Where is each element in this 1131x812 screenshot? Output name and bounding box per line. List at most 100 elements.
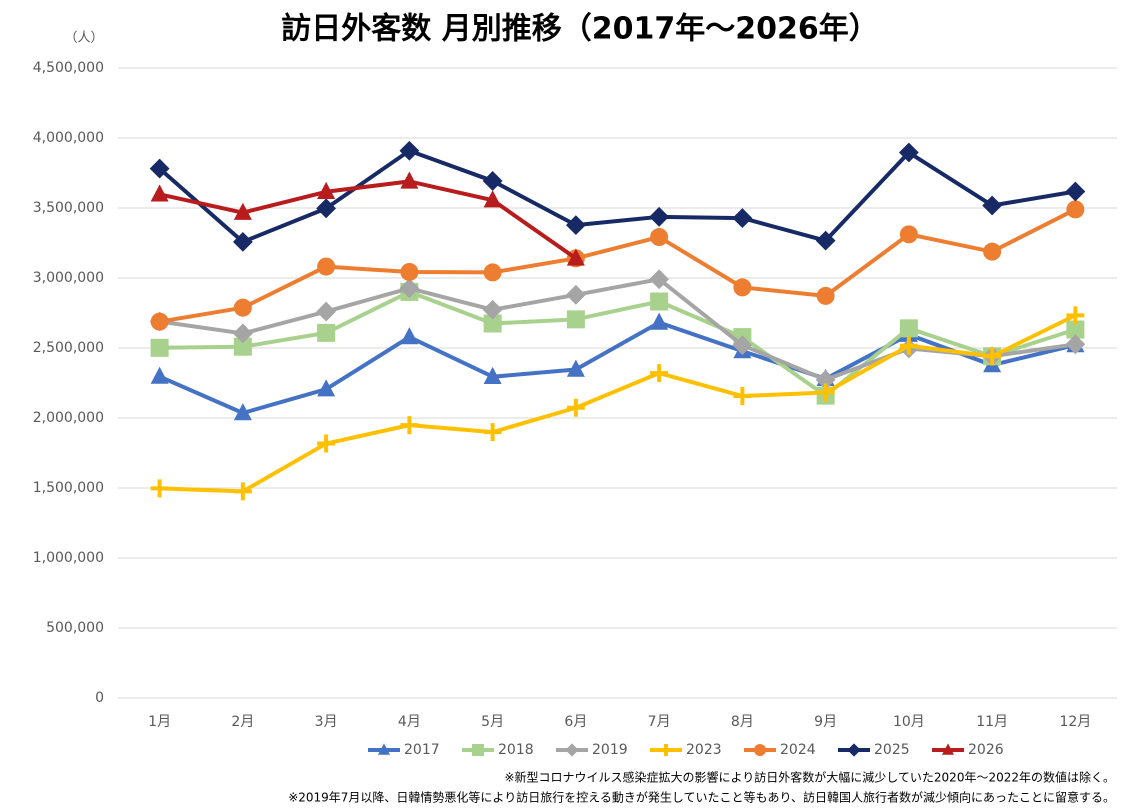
marker: [899, 336, 918, 355]
marker: [1066, 200, 1085, 219]
legend-label: 2026: [968, 742, 1004, 758]
marker: [150, 479, 169, 498]
series-line: [158, 148, 1076, 244]
legend-label: 2023: [686, 742, 722, 758]
marker: [1066, 306, 1085, 325]
marker: [233, 482, 252, 501]
marker: [400, 262, 419, 281]
marker: [816, 383, 835, 402]
y-tick-label: 4,500,000: [33, 60, 104, 76]
marker: [732, 208, 753, 228]
marker: [483, 263, 502, 282]
x-tick-label: 11月: [976, 714, 1008, 730]
marker: [150, 184, 169, 202]
marker: [233, 298, 252, 317]
y-unit: （人）: [64, 31, 103, 46]
series-line: [159, 313, 1077, 494]
marker: [732, 335, 753, 356]
marker: [400, 327, 419, 345]
marker: [150, 366, 169, 384]
marker: [650, 228, 669, 247]
marker: [566, 359, 585, 377]
marker: [483, 423, 502, 442]
marker: [317, 257, 336, 276]
marker: [733, 387, 752, 406]
legend-label: 2025: [874, 742, 910, 758]
marker: [317, 434, 336, 453]
marker: [816, 286, 835, 305]
marker: [400, 416, 419, 435]
x-tick-label: 5月: [481, 714, 504, 730]
marker: [815, 230, 836, 251]
marker: [483, 366, 502, 384]
marker: [316, 198, 337, 219]
legend-marker: [847, 743, 861, 757]
x-tick-label: 8月: [731, 714, 754, 730]
marker: [233, 202, 252, 220]
marker: [649, 269, 670, 290]
marker: [650, 364, 669, 383]
x-tick-label: 1月: [148, 714, 171, 730]
legend-marker: [754, 744, 766, 756]
marker: [483, 190, 502, 208]
marker: [1065, 334, 1086, 355]
y-tick-label: 1,500,000: [33, 480, 104, 496]
legend-label: 2017: [404, 742, 440, 758]
legend-marker: [472, 744, 484, 756]
marker: [1066, 320, 1085, 339]
x-tick-label: 9月: [814, 714, 837, 730]
marker: [317, 379, 336, 397]
legend-label: 2019: [592, 742, 628, 758]
marker: [898, 142, 919, 163]
x-tick-label: 12月: [1059, 714, 1091, 730]
marker: [399, 140, 420, 161]
marker: [233, 403, 252, 421]
series-line: [159, 289, 1076, 398]
legend-marker: [942, 743, 954, 755]
y-tick-label: 0: [95, 690, 104, 706]
marker: [565, 284, 586, 305]
marker: [149, 158, 170, 179]
series-line: [158, 320, 1076, 415]
legend-label: 2018: [498, 742, 534, 758]
x-tick-label: 4月: [398, 714, 421, 730]
marker: [650, 312, 669, 330]
y-tick-label: 2,500,000: [33, 340, 104, 356]
y-tick-label: 1,000,000: [33, 550, 104, 566]
series-line: [159, 179, 578, 261]
note: ※2019年7月以降、日韓情勢悪化等により訪日旅行を控える動きが発生していたこと…: [288, 790, 1115, 805]
marker: [983, 347, 1002, 366]
y-tick-label: 3,000,000: [33, 270, 104, 286]
legend-marker: [565, 743, 579, 757]
x-tick-label: 6月: [564, 714, 587, 730]
marker: [566, 398, 585, 417]
marker: [482, 299, 503, 320]
marker: [566, 248, 585, 266]
marker: [982, 195, 1003, 216]
marker: [150, 312, 169, 331]
marker: [232, 323, 253, 344]
marker: [400, 171, 419, 189]
x-tick-label: 7月: [648, 714, 671, 730]
legend-marker: [660, 744, 672, 756]
marker: [1065, 181, 1086, 202]
marker: [317, 181, 336, 199]
marker: [150, 338, 169, 357]
marker: [566, 310, 585, 329]
marker: [317, 323, 336, 342]
marker: [815, 369, 836, 390]
y-tick-label: 500,000: [46, 620, 104, 636]
y-tick-label: 4,000,000: [33, 130, 104, 146]
legend-marker: [378, 743, 390, 755]
marker: [233, 337, 252, 356]
y-tick-label: 3,500,000: [33, 200, 104, 216]
marker: [983, 242, 1002, 261]
marker: [316, 301, 337, 322]
series-line: [159, 277, 1076, 382]
marker: [649, 206, 670, 227]
series-line: [159, 207, 1077, 324]
marker: [399, 278, 420, 299]
marker: [733, 278, 752, 297]
legend-label: 2024: [780, 742, 816, 758]
